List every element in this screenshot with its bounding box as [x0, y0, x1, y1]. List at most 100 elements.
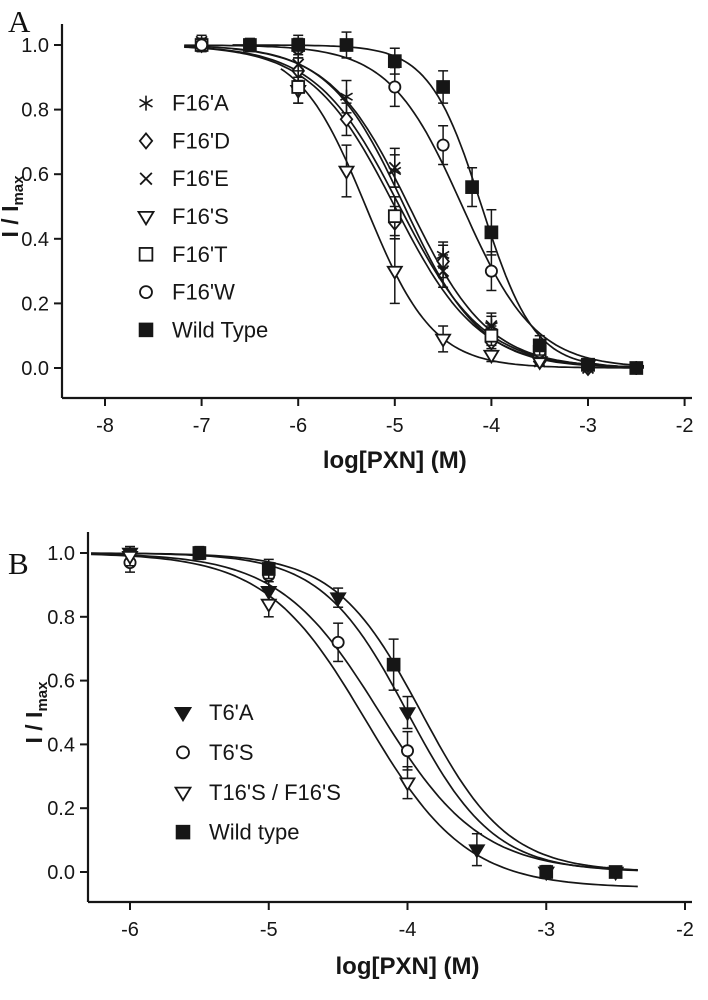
x-marker-icon	[388, 161, 401, 174]
square-marker-icon	[387, 54, 402, 69]
legend-label-wild-type: Wild type	[209, 820, 299, 845]
y-tick-label: 0.6	[21, 164, 49, 186]
y-tick-label: 0.4	[47, 734, 75, 756]
panel-a-plot: -8 -7 -6 -5 -4 -3 -2 0.0 0.2 0.4 0.6 0.8 1.0 log[PXN]…	[0, 24, 693, 474]
y-tick-label: 0.0	[47, 862, 75, 884]
legend-label-f16-d: F16'D	[172, 128, 230, 153]
square-marker-icon	[339, 38, 354, 52]
square-marker-icon	[608, 865, 623, 879]
square-marker-icon	[387, 209, 402, 224]
square-marker-icon	[243, 38, 257, 52]
circle-marker-icon	[388, 80, 402, 94]
x-tick-label: -6	[121, 919, 139, 941]
panel-a-chart: -8 -7 -6 -5 -4 -3 -2 0.0 0.2 0.4 0.6 0.8 1.0 log[PXN]…	[0, 24, 693, 474]
panel-b-plot: -6 -5 -4 -3 -2 0.0 0.2 0.4 0.6 0.8 1.0 log[PXN] (M)…	[21, 532, 694, 980]
square-marker-icon	[629, 361, 644, 375]
legend-label-t6-a: T6'A	[209, 700, 254, 725]
x-tick-label: -2	[676, 919, 694, 941]
x-tick-label: -7	[193, 415, 211, 437]
fit-curve-t16-s-f16-s	[91, 553, 638, 888]
circle-marker-icon	[400, 744, 414, 758]
y-axis-title: I / Imax	[21, 681, 51, 744]
panel-a-label: A	[8, 4, 31, 39]
diamond-marker-icon	[138, 132, 154, 150]
legend-label-f16-t: F16'T	[172, 242, 228, 267]
square-marker-icon	[465, 180, 479, 194]
triangle-down-marker-icon	[398, 777, 417, 792]
star-marker-icon	[340, 89, 353, 104]
circle-marker-icon	[484, 264, 498, 278]
y-tick-label: 1.0	[21, 35, 49, 57]
tick-marks	[54, 44, 686, 406]
square-marker-icon	[436, 80, 450, 94]
square-marker-icon	[291, 80, 306, 94]
triangle-down-marker-icon	[173, 706, 193, 723]
y-tick-label: 1.0	[47, 543, 75, 565]
x-tick-label: -5	[386, 415, 404, 437]
square-marker-icon	[291, 38, 306, 52]
square-marker-icon	[192, 546, 207, 560]
series-wild-type	[243, 31, 644, 375]
axes	[60, 24, 692, 400]
x-tick-label: -6	[289, 415, 307, 437]
series-wild-type	[192, 545, 623, 880]
x-axis-title: log[PXN] (M)	[336, 953, 480, 980]
panel-b-label: B	[8, 546, 29, 581]
x-tick-label: -4	[483, 415, 501, 437]
triangle-down-marker-icon	[482, 349, 500, 365]
triangle-down-marker-icon	[434, 333, 452, 349]
square-marker-icon	[539, 865, 554, 879]
x-axis-title: log[PXN] (M)	[323, 447, 467, 474]
tick-labels: -8 -7 -6 -5 -4 -3 -2 0.0 0.2 0.4 0.6 0.8 1.0	[21, 35, 693, 437]
x-marker-icon	[139, 172, 153, 186]
series-f16-s	[289, 76, 597, 374]
fit-curve-f16-t	[184, 46, 645, 369]
triangle-down-marker-icon	[398, 707, 417, 722]
panel-b-chart: -6 -5 -4 -3 -2 0.0 0.2 0.4 0.6 0.8 1.0 log[PXN] (M)…	[21, 532, 694, 980]
triangle-down-marker-icon	[136, 210, 156, 227]
fit-curve-t6-s	[91, 553, 638, 871]
triangle-down-marker-icon	[173, 786, 193, 802]
legend-label-t6-s: T6'S	[209, 740, 254, 765]
diamond-marker-icon	[339, 110, 354, 128]
legend-label-f16-e: F16'E	[172, 166, 229, 191]
y-tick-label: 0.4	[21, 229, 49, 251]
x-tick-label: -3	[537, 919, 555, 941]
tick-marks	[80, 552, 686, 910]
x-marker-icon	[292, 58, 305, 71]
square-marker-icon	[386, 657, 401, 672]
circle-marker-icon	[195, 38, 209, 52]
y-axis-title: I / Imax	[0, 175, 27, 238]
series-t6-a	[121, 545, 625, 882]
axes	[86, 532, 692, 904]
triangle-down-marker-icon	[121, 550, 139, 566]
fit-curve-wild-type	[91, 552, 638, 871]
square-marker-icon	[484, 328, 499, 343]
legend-label-f16-a: F16'A	[172, 91, 229, 116]
circle-marker-icon	[331, 635, 345, 649]
legend-label-wild-type: Wild Type	[172, 317, 268, 342]
triangle-down-marker-icon	[329, 592, 347, 607]
circle-marker-icon	[436, 138, 450, 152]
star-marker-icon	[139, 95, 153, 111]
square-marker-icon	[175, 824, 191, 840]
fit-curve-f16-w	[184, 44, 645, 367]
fit-curve-t6-a	[91, 552, 638, 872]
tick-labels: -6 -5 -4 -3 -2 0.0 0.2 0.4 0.6 0.8 1.0	[47, 543, 694, 941]
square-marker-icon	[138, 247, 154, 262]
legend: T6'A T6'S T16'S / F16'S Wild type	[173, 700, 341, 845]
circle-marker-icon	[176, 745, 190, 760]
square-marker-icon	[138, 322, 154, 338]
circle-marker-icon	[139, 285, 153, 299]
triangle-down-marker-icon	[468, 844, 486, 859]
legend-label-f16-s: F16'S	[172, 204, 229, 229]
y-tick-label: 0.0	[21, 358, 49, 380]
y-tick-label: 0.6	[47, 671, 75, 693]
x-tick-label: -5	[260, 919, 278, 941]
series-t6-s	[123, 552, 623, 879]
square-marker-icon	[261, 562, 276, 576]
y-tick-label: 0.2	[47, 798, 75, 820]
legend: F16'A F16'D F16'E F16'S F16'T F16'W Wild Type	[136, 91, 268, 342]
triangle-down-marker-icon	[260, 598, 278, 614]
